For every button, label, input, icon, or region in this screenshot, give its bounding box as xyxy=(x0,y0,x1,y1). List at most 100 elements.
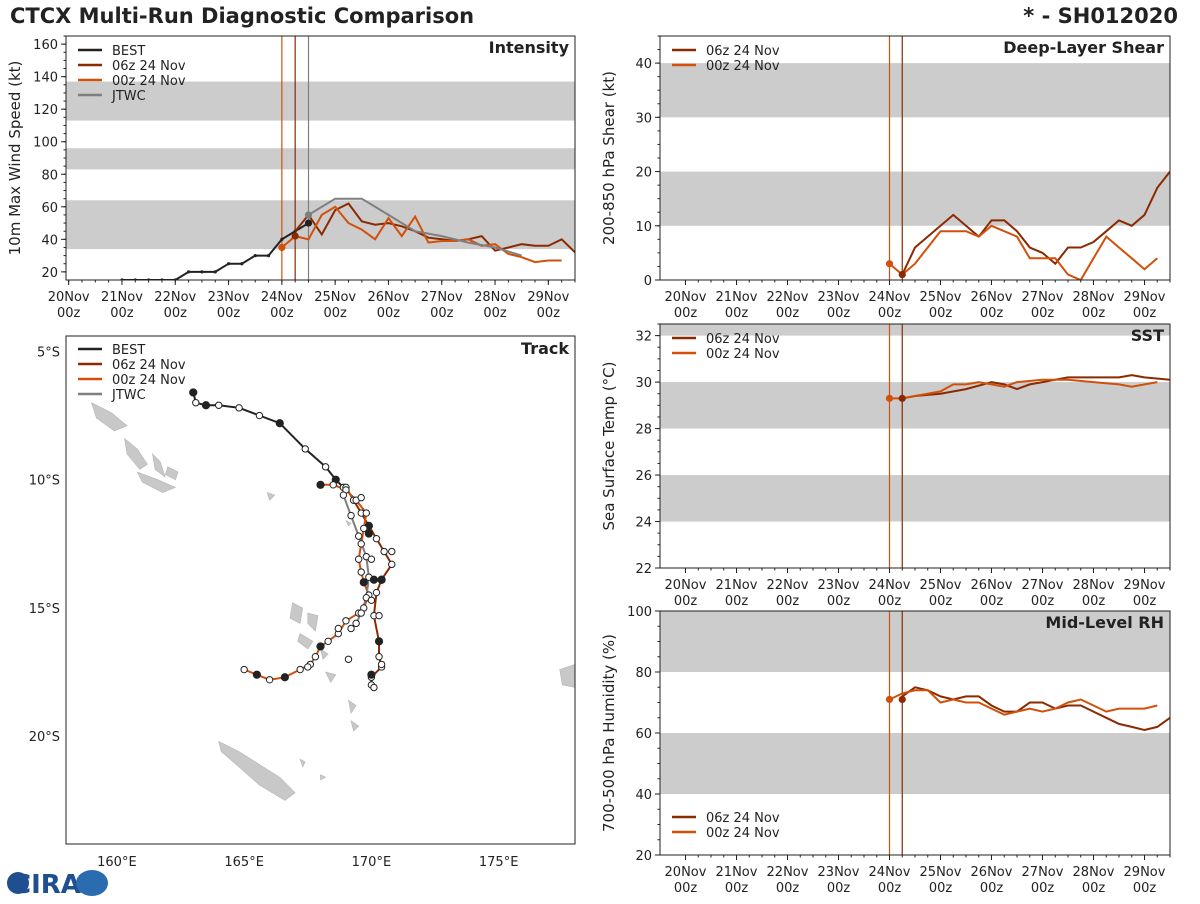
track-point-extra xyxy=(344,655,353,663)
track-point-best xyxy=(321,463,330,471)
land-island xyxy=(320,648,329,660)
intensity-xtick-hour: 00z xyxy=(323,306,347,321)
sst-xtick-hour: 00z xyxy=(674,594,698,609)
land-island xyxy=(299,758,306,768)
shear-xtick-hour: 00z xyxy=(929,306,953,321)
land-island xyxy=(559,664,575,688)
track-point-jtwc xyxy=(352,619,360,628)
logo-emblem-icon xyxy=(76,870,108,896)
sst-ytick-label: 32 xyxy=(635,330,652,345)
rh-xtick-day: 20Nov xyxy=(665,865,707,880)
intensity-point-best xyxy=(186,270,191,274)
shear-legend-label: 00z 24 Nov xyxy=(706,59,780,74)
rh-xtick-hour: 00z xyxy=(1133,881,1157,896)
rh-xtick-hour: 00z xyxy=(1031,881,1055,896)
rh-ytick-label: 40 xyxy=(635,788,652,803)
track-point-extra xyxy=(375,611,383,620)
track-point-jtwc xyxy=(357,609,365,617)
track-point-jtwc xyxy=(347,624,355,633)
track-xtick-label: 160°E xyxy=(97,855,137,870)
rh-series-run06 xyxy=(901,686,1170,732)
track-point-extra xyxy=(334,624,343,633)
track-point-run06 xyxy=(372,588,381,597)
shear-xtick-day: 23Nov xyxy=(818,290,860,305)
shear-xtick-hour: 00z xyxy=(674,306,698,321)
shear-series-run06 xyxy=(901,170,1170,276)
intensity-xtick-day: 25Nov xyxy=(314,290,356,305)
track-ytick-label: 15°S xyxy=(29,602,60,617)
track-point-best xyxy=(201,401,211,410)
intensity-ytick-label: 120 xyxy=(33,103,58,118)
track-ytick-label: 20°S xyxy=(29,730,60,745)
intensity-xtick-day: 26Nov xyxy=(367,290,409,305)
rh-band xyxy=(660,733,1170,794)
intensity-point-best xyxy=(226,262,231,266)
land-island xyxy=(152,453,166,478)
shear-xtick-hour: 00z xyxy=(1133,306,1157,321)
rh-xtick-hour: 00z xyxy=(878,881,902,896)
land-island xyxy=(320,774,327,781)
intensity-init-point-best xyxy=(304,219,313,227)
sst-xtick-hour: 00z xyxy=(980,594,1004,609)
storm-id: * - SH012020 xyxy=(1023,4,1178,28)
sst-xtick-day: 27Nov xyxy=(1022,578,1064,593)
rh-init-point-run00 xyxy=(885,695,894,704)
sst-xtick-hour: 00z xyxy=(929,594,953,609)
intensity-xtick-hour: 00z xyxy=(483,306,507,321)
intensity-point-best xyxy=(213,270,217,274)
land-island xyxy=(136,471,177,493)
rh-ytick-label: 20 xyxy=(635,849,652,864)
rh-ytick-label: 60 xyxy=(635,727,652,742)
sst-ytick-label: 26 xyxy=(635,469,652,484)
shear-xtick-hour: 00z xyxy=(980,306,1004,321)
intensity-xtick-hour: 00z xyxy=(110,306,134,321)
sst-legend-label: 06z 24 Nov xyxy=(706,332,780,347)
rh-xtick-day: 26Nov xyxy=(971,865,1013,880)
land-island xyxy=(90,402,128,432)
track-point-run00 xyxy=(240,665,248,674)
track-point-extra xyxy=(357,493,365,502)
rh-xtick-day: 24Nov xyxy=(869,865,911,880)
intensity-xtick-day: 24Nov xyxy=(261,290,303,305)
shear-xtick-day: 22Nov xyxy=(767,290,809,305)
intensity-xtick-day: 23Nov xyxy=(208,290,250,305)
track-point-run00 xyxy=(296,665,304,674)
sst-legend-label: 00z 24 Nov xyxy=(706,347,780,362)
rh-legend-label: 06z 24 Nov xyxy=(706,811,780,826)
track-point-best xyxy=(192,399,200,407)
rh-xtick-hour: 00z xyxy=(674,881,698,896)
intensity-series-jtwc xyxy=(307,197,522,257)
track-legend-label: JTWC xyxy=(111,388,146,403)
shear-init-point-run00 xyxy=(885,260,894,268)
land-island xyxy=(348,699,357,714)
rh-xtick-hour: 00z xyxy=(1082,881,1106,896)
intensity-xtick-day: 22Nov xyxy=(154,290,196,305)
shear-ylabel: 200-850 hPa Shear (kt) xyxy=(600,71,618,245)
intensity-xtick-hour: 00z xyxy=(57,306,81,321)
intensity-xtick-hour: 00z xyxy=(377,306,401,321)
intensity-xtick-hour: 00z xyxy=(430,306,454,321)
shear-init-point-run06 xyxy=(898,270,906,279)
intensity-ytick-label: 140 xyxy=(33,71,58,86)
track-point-run00 xyxy=(316,642,325,651)
intensity-xtick-day: 20Nov xyxy=(48,290,90,305)
shear-xtick-hour: 00z xyxy=(776,306,800,321)
shear-xtick-day: 27Nov xyxy=(1022,290,1064,305)
track-point-run06 xyxy=(372,534,381,543)
shear-ytick-label: 0 xyxy=(644,274,652,289)
track-frame xyxy=(65,335,576,845)
shear-xtick-day: 28Nov xyxy=(1073,290,1115,305)
track-point-extra xyxy=(367,555,376,563)
track-point-extra xyxy=(304,663,312,671)
track-xtick-label: 170°E xyxy=(352,855,392,870)
rh-xtick-day: 22Nov xyxy=(767,865,809,880)
sst-xtick-hour: 00z xyxy=(827,594,851,609)
shear-series-run00 xyxy=(888,224,1158,280)
rh-xtick-day: 27Nov xyxy=(1022,865,1064,880)
intensity-series-run00 xyxy=(281,205,562,264)
sst-xtick-day: 25Nov xyxy=(920,578,962,593)
rh-xtick-day: 23Nov xyxy=(818,865,860,880)
sst-series-run00 xyxy=(889,378,1158,400)
intensity-xtick-hour: 00z xyxy=(217,306,241,321)
sst-xtick-day: 20Nov xyxy=(665,578,707,593)
